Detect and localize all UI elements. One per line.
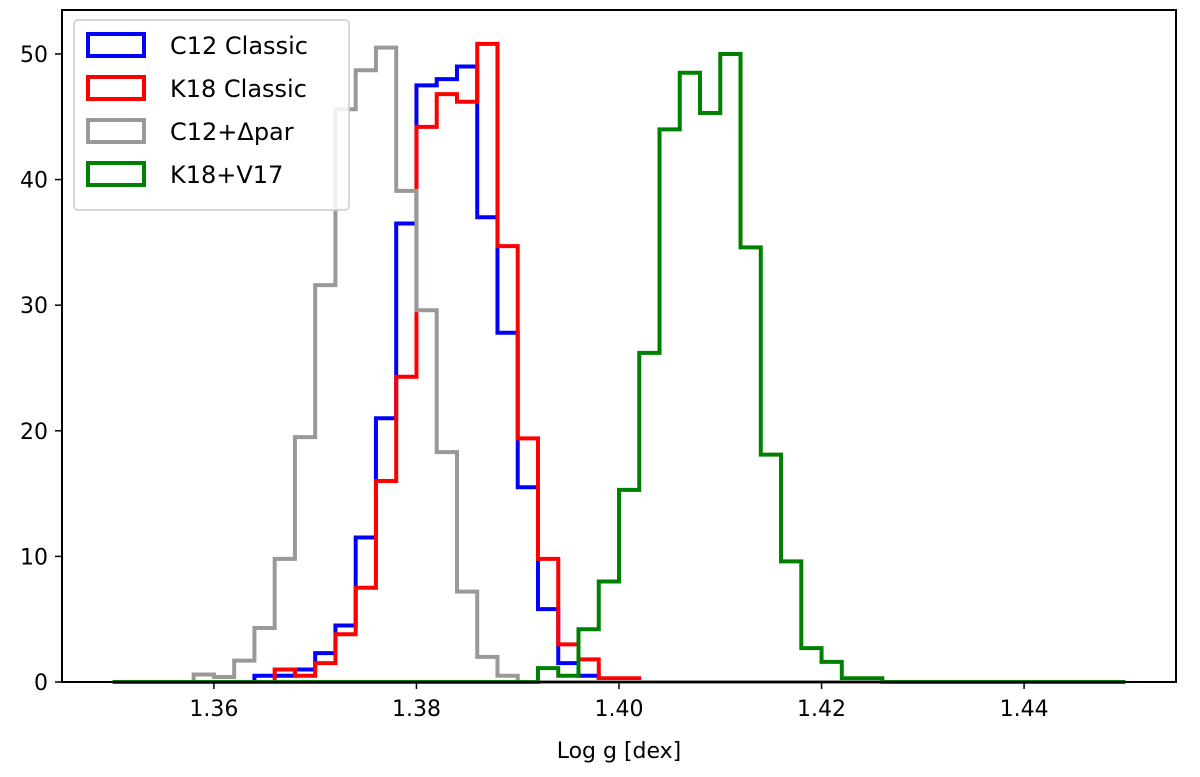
y-tick-label: 10 [20,545,48,570]
legend-swatch [86,32,146,58]
legend-label: K18+V17 [170,161,283,189]
legend-swatch [86,75,146,101]
x-tick-label: 1.40 [595,697,644,722]
legend-swatch [86,118,146,144]
x-axis: 1.36 1.38 1.40 1.42 1.44 [189,682,1049,722]
legend-swatch [86,161,146,187]
x-tick-label: 1.38 [392,697,441,722]
y-tick-label: 20 [20,420,48,445]
legend: C12 Classic K18 Classic C12+Δpar K18+V17 [73,19,350,211]
x-tick-label: 1.36 [189,697,238,722]
y-axis: 0 10 20 30 40 50 [20,43,62,696]
legend-label: C12 Classic [170,32,308,60]
y-tick-label: 50 [20,43,48,68]
y-tick-label: 40 [20,169,48,194]
legend-label: K18 Classic [170,75,307,103]
y-tick-label: 30 [20,294,48,319]
x-tick-label: 1.44 [1000,697,1049,722]
x-axis-label: Log g [dex] [557,739,682,764]
y-tick-label: 0 [34,671,48,696]
x-tick-label: 1.42 [797,697,846,722]
legend-label: C12+Δpar [170,118,294,146]
